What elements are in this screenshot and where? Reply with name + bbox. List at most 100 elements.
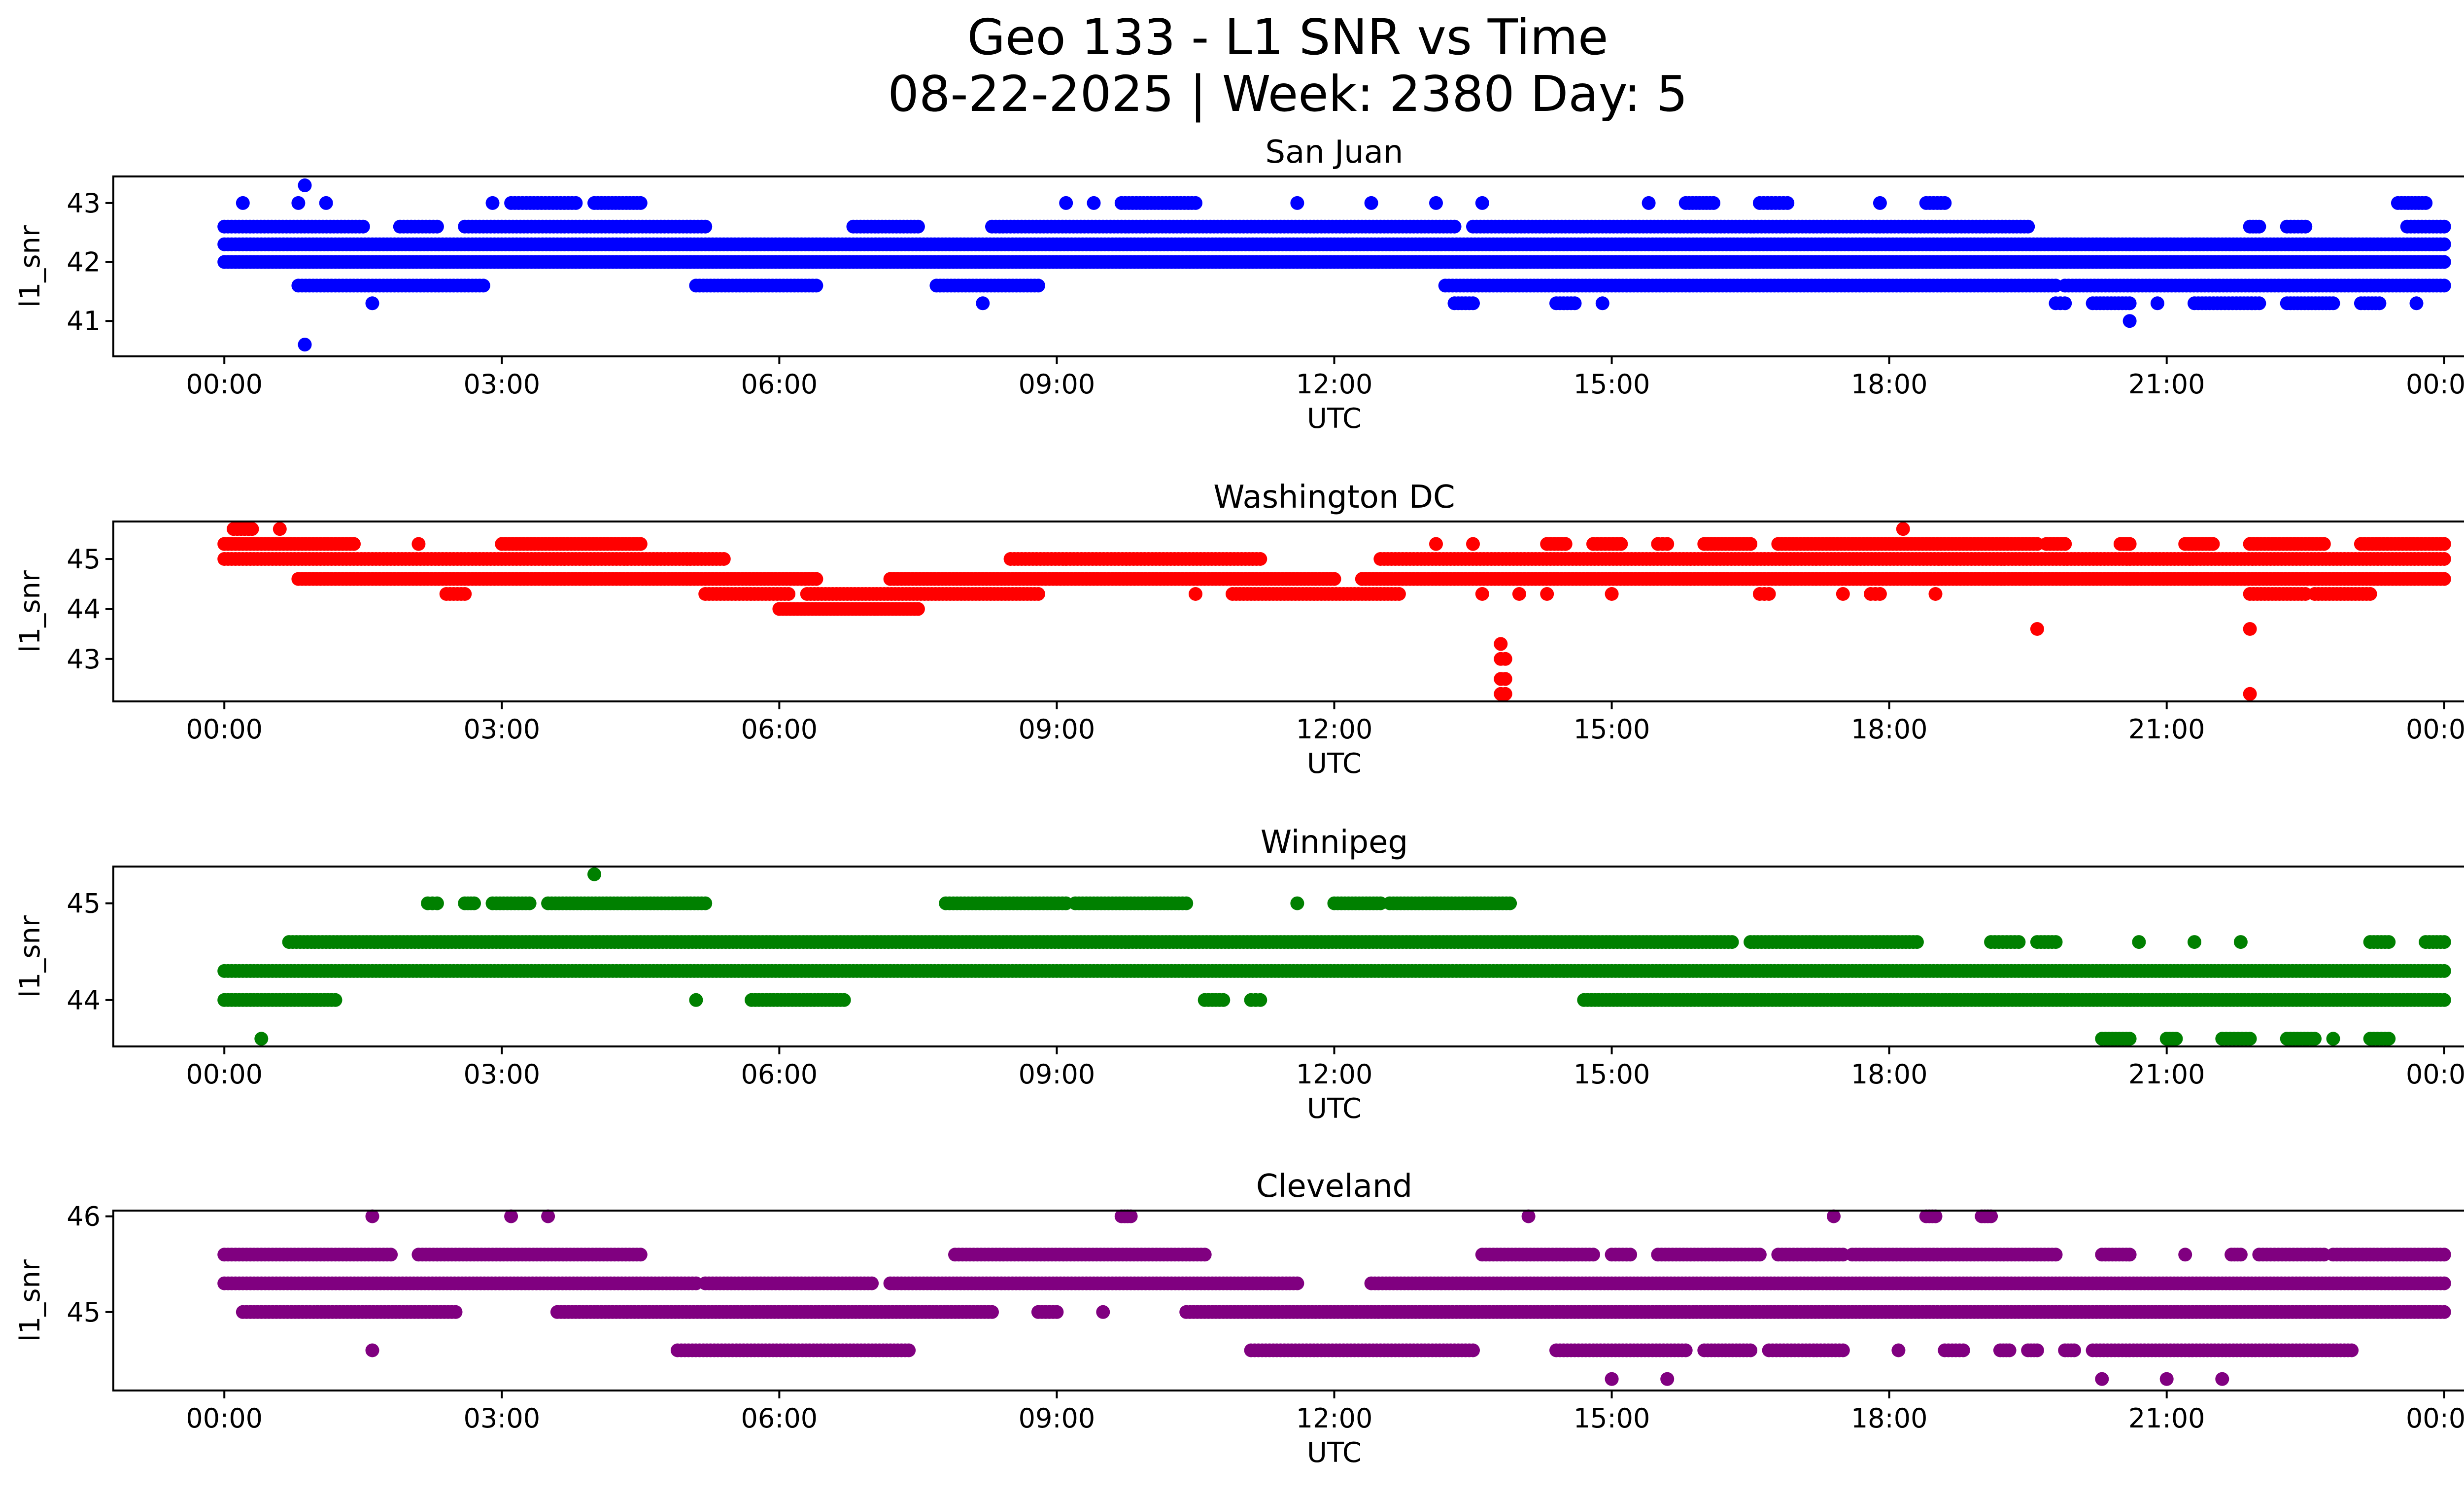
san-juan-xlabel: UTC: [1307, 403, 1362, 435]
winnipeg-point: [1910, 935, 1924, 949]
figure-title-line1: Geo 133 - L1 SNR vs Time: [967, 8, 1608, 66]
washington-dc-ylabel: l1_snr: [14, 570, 46, 653]
washington-dc-xtick-label: 00:00: [186, 714, 263, 745]
san-juan-point: [1707, 196, 1720, 210]
washington-dc-point: [911, 602, 925, 616]
winnipeg-point: [1725, 935, 1739, 949]
washington-dc-point: [1605, 587, 1619, 601]
washington-dc-point: [809, 572, 823, 586]
washington-dc-point: [1466, 537, 1480, 551]
washington-dc-point: [2058, 537, 2072, 551]
san-juan-point: [911, 219, 925, 234]
washington-dc-point: [273, 522, 287, 536]
san-juan-point: [2021, 219, 2035, 234]
winnipeg-point: [837, 993, 851, 1007]
san-juan-point: [2326, 296, 2340, 311]
washington-dc-point: [782, 587, 796, 601]
winnipeg-point: [2049, 935, 2063, 949]
washington-dc-point: [1512, 587, 1526, 601]
san-juan-point: [569, 196, 583, 210]
washington-dc-point: [411, 537, 426, 551]
san-juan-point: [2419, 196, 2433, 210]
san-juan-point: [319, 196, 333, 210]
san-juan-point: [2372, 296, 2387, 311]
washington-dc-point: [1475, 587, 1489, 601]
washington-dc-point: [717, 552, 731, 566]
washington-dc-point: [1429, 537, 1443, 551]
washington-dc-xtick-label: 06:00: [741, 714, 818, 745]
washington-dc-xlabel: UTC: [1307, 748, 1362, 780]
san-juan-xtick-label: 00:00: [2406, 369, 2464, 400]
winnipeg-point: [1253, 993, 1267, 1007]
san-juan-point: [476, 278, 490, 293]
san-juan-point: [2437, 219, 2451, 234]
washington-dc-xtick-label: 15:00: [1574, 714, 1650, 745]
san-juan-xtick-label: 21:00: [2128, 369, 2205, 400]
washington-dc-point: [1498, 687, 1512, 701]
winnipeg-point: [2437, 935, 2451, 949]
washington-dc-point: [1744, 537, 1758, 551]
san-juan-point: [2122, 296, 2137, 311]
washington-dc-point: [2437, 537, 2451, 551]
washington-dc-point: [1253, 552, 1267, 566]
winnipeg-point: [2233, 935, 2248, 949]
washington-dc-point: [1494, 637, 1508, 651]
san-juan-point: [291, 196, 306, 210]
winnipeg-title: Winnipeg: [1261, 824, 1408, 861]
washington-dc-point: [1498, 652, 1512, 666]
san-juan-xtick-label: 09:00: [1019, 369, 1095, 400]
washington-dc-point: [2437, 552, 2451, 566]
washington-dc-point: [1031, 587, 1045, 601]
san-juan-point: [809, 278, 823, 293]
san-juan-point: [2437, 278, 2451, 293]
washington-dc-point: [1498, 672, 1512, 686]
washington-dc-point: [2363, 587, 2377, 601]
san-juan-point: [2437, 237, 2451, 251]
san-juan-point: [1466, 296, 1480, 311]
washington-dc-point: [2122, 537, 2137, 551]
san-juan-point: [976, 296, 990, 311]
san-juan-point: [1568, 296, 1582, 311]
san-juan-point: [1059, 196, 1073, 210]
washington-dc-point: [633, 537, 648, 551]
san-juan-point: [1642, 196, 1656, 210]
washington-dc-xtick-label: 12:00: [1296, 714, 1373, 745]
winnipeg-point: [2012, 935, 2026, 949]
washington-dc-point: [1327, 572, 1341, 586]
san-juan-point: [1031, 278, 1045, 293]
san-juan-point: [2409, 296, 2424, 311]
san-juan-point: [1290, 196, 1304, 210]
san-juan-ylabel: l1_snr: [14, 225, 46, 308]
san-juan-title: San Juan: [1266, 134, 1403, 171]
washington-dc-point: [2437, 572, 2451, 586]
san-juan-xtick-label: 06:00: [741, 369, 818, 400]
washington-dc-point: [2243, 687, 2257, 701]
washington-dc-point: [2030, 622, 2044, 636]
winnipeg-point: [1216, 993, 1231, 1007]
san-juan-ytick-label: 41: [67, 306, 101, 337]
washington-dc-title: Washington DC: [1213, 479, 1455, 516]
san-juan-point: [1189, 196, 1202, 210]
san-juan-point: [2058, 296, 2072, 311]
washington-dc-ytick-label: 43: [67, 644, 101, 675]
san-juan-point: [1595, 296, 1609, 311]
san-juan-xtick-label: 15:00: [1574, 369, 1650, 400]
winnipeg-point: [328, 993, 342, 1007]
washington-dc-xtick-label: 03:00: [463, 714, 540, 745]
san-juan-point: [430, 219, 444, 234]
san-juan-point: [298, 338, 312, 352]
winnipeg-point: [2382, 935, 2396, 949]
washington-dc-point: [1540, 587, 1554, 601]
san-juan-point: [633, 196, 648, 210]
washington-dc-point: [1392, 587, 1406, 601]
san-juan-point: [1087, 196, 1101, 210]
san-juan-point: [356, 219, 370, 234]
washington-dc-point: [1928, 587, 1943, 601]
washington-dc-point: [458, 587, 472, 601]
san-juan-point: [2298, 219, 2313, 234]
san-juan-xtick-label: 18:00: [1851, 369, 1928, 400]
washington-dc-point: [1896, 522, 1910, 536]
san-juan-point: [2150, 296, 2164, 311]
san-juan-point: [1780, 196, 1795, 210]
winnipeg-point: [2188, 935, 2201, 949]
